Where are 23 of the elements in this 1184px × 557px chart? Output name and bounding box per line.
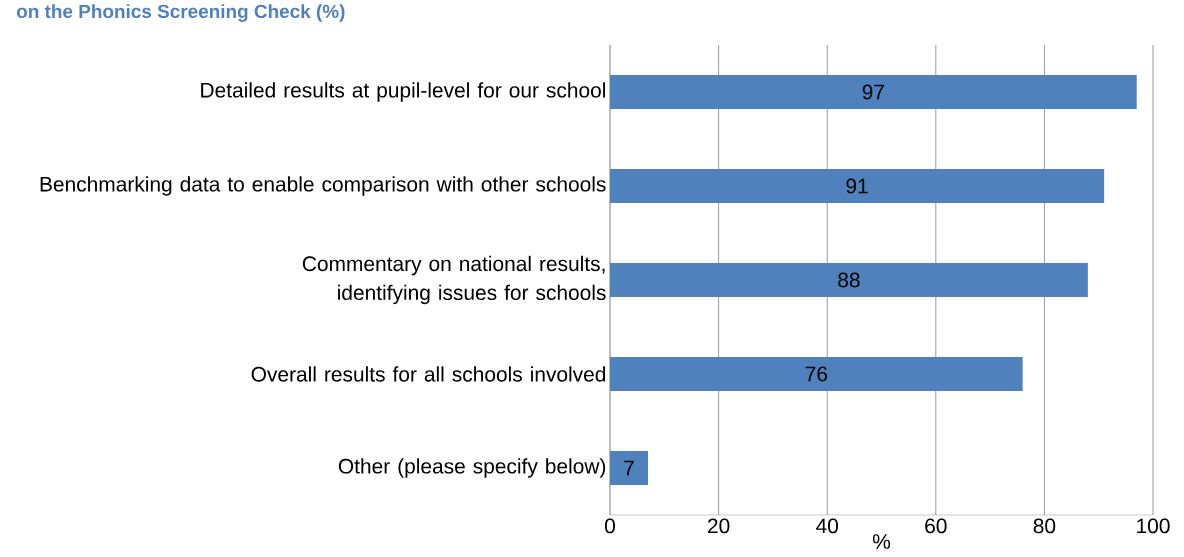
y-tick-label: Other (please specify below) <box>338 458 606 478</box>
data-label: 76 <box>805 366 828 382</box>
bar <box>610 262 1088 297</box>
x-tick-label: 20 <box>708 518 730 534</box>
y-tick-label: Benchmarking data to enable comparison with other schools <box>40 176 606 196</box>
bar <box>610 168 1105 203</box>
y-tick-label: Commentary on national results, identifying issues for schools <box>302 255 606 305</box>
x-tick-label: 60 <box>925 518 947 534</box>
x-axis-title: % <box>872 534 891 549</box>
x-tick-label: 80 <box>1033 518 1056 534</box>
data-label: 7 <box>624 460 634 476</box>
data-label: 91 <box>846 178 868 194</box>
bar <box>610 75 1137 109</box>
text: on the Phonics Screening Check (%) <box>16 4 345 22</box>
x-tick-label: 100 <box>1137 518 1170 534</box>
x-tick-label: 40 <box>816 518 839 534</box>
data-label: 88 <box>838 272 860 288</box>
data-label: 97 <box>862 84 884 100</box>
bar <box>610 356 1023 391</box>
x-tick-label: 0 <box>605 518 615 534</box>
bar <box>610 450 649 485</box>
y-tick-label: Overall results for all schools involved <box>251 366 606 382</box>
y-tick-label: Detailed results at pupil-level for our school <box>201 82 605 102</box>
